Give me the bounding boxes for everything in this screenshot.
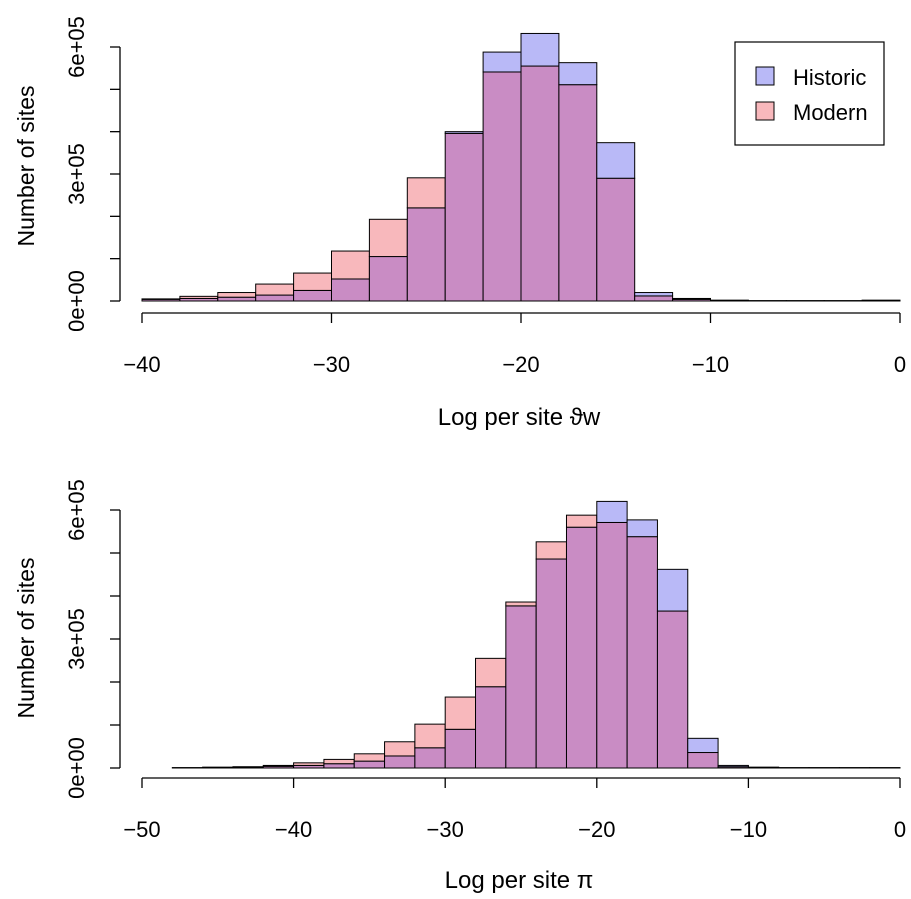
theta-w-bar-modern <box>368 218 408 258</box>
theta-w-bar-historic <box>634 292 674 297</box>
theta-w-bar-overlap <box>255 294 295 302</box>
pi-bars <box>171 500 901 769</box>
theta-w-x-tick-label: −10 <box>692 352 729 377</box>
pi-bar-overlap <box>475 686 507 769</box>
pi-bar-overlap <box>565 526 598 769</box>
theta-w-x-tick-label: −40 <box>123 352 160 377</box>
theta-w-bar-modern <box>217 292 257 298</box>
theta-w-bar-historic <box>558 62 598 86</box>
theta-w-bar-modern <box>331 250 370 280</box>
pi-bar-modern <box>505 601 537 607</box>
pi-x-tick-label: −30 <box>427 817 464 842</box>
pi-bar-overlap <box>596 521 628 769</box>
legend: Historic Modern <box>734 41 885 146</box>
theta-w-bar-historic <box>596 142 636 179</box>
legend-historic-swatch <box>755 66 775 86</box>
theta-w-bar-modern <box>406 177 446 209</box>
pi-bar-overlap <box>384 755 416 769</box>
pi-bar-modern <box>444 696 477 730</box>
theta-w-y-axis-label: Number of sites <box>13 85 39 246</box>
theta-w-y-tick-label: 3e+05 <box>64 143 89 205</box>
theta-w-bar-historic <box>482 51 522 73</box>
pi-x-tick-label: −50 <box>123 817 160 842</box>
pi-y-axis-label: Number of sites <box>13 557 39 718</box>
theta-w-x-tick-label: 0 <box>894 352 906 377</box>
pi-bar-historic <box>626 519 658 538</box>
theta-w-bar-overlap <box>217 296 257 302</box>
pi-bar-overlap <box>535 558 567 769</box>
pi-x-tick-label: −10 <box>730 817 767 842</box>
theta-w-bar-historic <box>444 131 484 134</box>
pi-bar-modern <box>353 753 386 762</box>
theta-w-x-tick-label: −30 <box>313 352 350 377</box>
pi-x-tick-label: 0 <box>894 817 906 842</box>
theta-w-y-tick-label: 6e+05 <box>64 16 89 78</box>
pi-bar-modern <box>565 514 598 528</box>
theta-w-bar-overlap <box>368 256 408 302</box>
theta-w-x-tick-label: −20 <box>502 352 539 377</box>
legend-box <box>734 41 885 146</box>
legend-modern-swatch <box>755 101 775 121</box>
theta-w-bar-overlap <box>634 295 674 302</box>
pi-bar-modern <box>323 758 355 765</box>
pi-bar-overlap <box>505 605 537 769</box>
theta-w-bar-overlap <box>444 132 484 302</box>
theta-w-bar-historic <box>672 297 711 300</box>
theta-w-histogram-panel: −40 −30 −20 −10 0 0e+00 3e+05 6e+05 Log per sit… <box>13 16 906 431</box>
pi-x-axis-label: Log per site π <box>445 867 594 894</box>
legend-historic-label: Historic <box>793 65 866 90</box>
pi-axes: −50 −40 −30 −20 −10 0 0e+00 3e+05 6e+05 <box>64 479 906 842</box>
theta-w-bar-modern <box>179 295 219 299</box>
pi-bar-historic <box>596 500 628 523</box>
theta-w-bar-overlap <box>596 177 636 302</box>
pi-bar-modern <box>475 657 507 688</box>
pi-x-tick-label: −40 <box>275 817 312 842</box>
pi-bar-overlap <box>656 610 689 769</box>
pi-y-tick-label: 3e+05 <box>64 608 89 670</box>
theta-w-x-axis-label: Log per site ϑw <box>438 404 601 431</box>
pi-bar-overlap <box>444 728 477 769</box>
pi-y-tick-label: 6e+05 <box>64 479 89 541</box>
pi-bar-historic <box>687 737 719 754</box>
pi-histogram-panel: −50 −40 −30 −20 −10 0 0e+00 3e+05 6e+05 Log per … <box>13 479 906 894</box>
pi-bar-modern <box>384 741 416 757</box>
pi-bar-overlap <box>323 763 355 769</box>
legend-modern-label: Modern <box>793 100 868 125</box>
theta-w-bar-overlap <box>331 278 370 302</box>
theta-w-bar-modern <box>255 283 295 296</box>
pi-bar-modern <box>414 723 446 749</box>
pi-bar-overlap <box>626 536 658 769</box>
pi-bar-overlap <box>414 747 446 769</box>
theta-w-bar-overlap <box>861 299 901 302</box>
pi-x-tick-label: −20 <box>578 817 615 842</box>
pi-bar-modern <box>262 764 295 767</box>
pi-bar-overlap <box>353 760 386 769</box>
theta-w-bars <box>141 32 901 302</box>
theta-w-axes: −40 −30 −20 −10 0 0e+00 3e+05 6e+05 <box>64 16 906 377</box>
pi-bar-modern <box>293 762 325 766</box>
theta-w-bar-overlap <box>293 289 333 302</box>
pi-y-tick-label: 0e+00 <box>64 737 89 799</box>
theta-w-bar-overlap <box>558 84 598 302</box>
theta-w-y-tick-label: 0e+00 <box>64 270 89 332</box>
pi-bar-historic <box>717 764 749 768</box>
theta-w-bar-overlap <box>482 71 522 302</box>
theta-w-bar-historic <box>520 32 560 67</box>
pi-bar-overlap <box>687 752 719 769</box>
theta-w-bar-overlap <box>406 207 446 302</box>
theta-w-bar-overlap <box>520 65 560 302</box>
pi-bar-historic <box>656 568 689 612</box>
theta-w-bar-modern <box>293 272 333 291</box>
pi-bar-modern <box>535 541 567 560</box>
